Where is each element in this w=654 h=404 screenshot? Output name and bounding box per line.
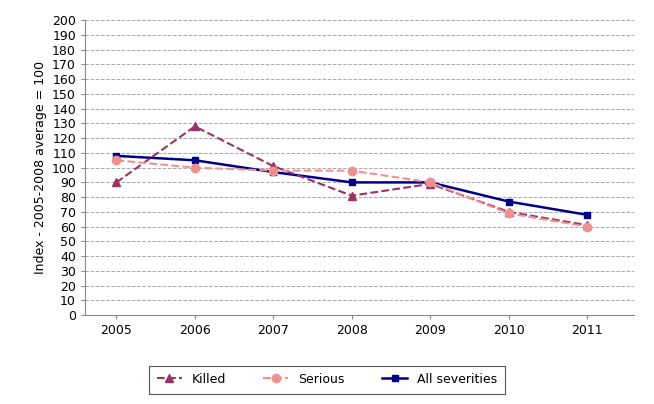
Legend: Killed, Serious, All severities: Killed, Serious, All severities — [149, 366, 505, 394]
Y-axis label: Index - 2005-2008 average = 100: Index - 2005-2008 average = 100 — [33, 61, 46, 274]
